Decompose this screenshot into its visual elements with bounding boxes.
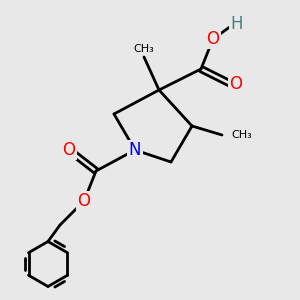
Text: H: H [231,15,243,33]
Text: CH₃: CH₃ [231,130,252,140]
Text: N: N [129,141,141,159]
Text: O: O [229,75,242,93]
Text: O: O [62,141,76,159]
Text: CH₃: CH₃ [134,44,154,55]
Text: O: O [77,192,91,210]
Text: O: O [206,30,220,48]
